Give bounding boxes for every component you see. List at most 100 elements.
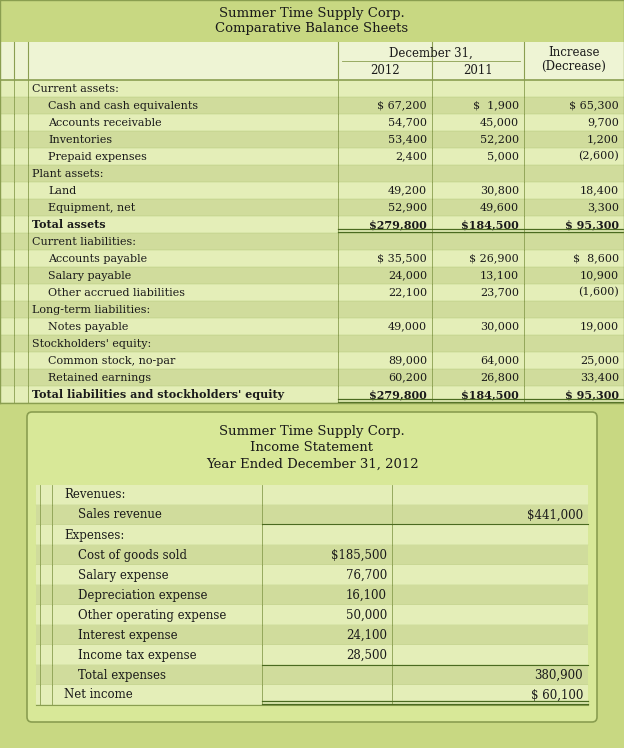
- Text: Salary payable: Salary payable: [48, 271, 131, 280]
- Bar: [0, 284, 624, 301]
- Bar: [36, 685, 588, 705]
- Text: $ 95,300: $ 95,300: [565, 219, 619, 230]
- Text: 9,700: 9,700: [587, 117, 619, 127]
- Text: 22,100: 22,100: [388, 287, 427, 298]
- Text: 54,700: 54,700: [388, 117, 427, 127]
- Bar: [36, 565, 588, 585]
- Bar: [0, 250, 624, 267]
- Text: Revenues:: Revenues:: [64, 488, 125, 501]
- Text: 1,200: 1,200: [587, 135, 619, 144]
- Bar: [0, 233, 624, 250]
- FancyBboxPatch shape: [27, 412, 597, 722]
- Bar: [0, 80, 624, 97]
- Text: Increase: Increase: [548, 46, 600, 58]
- Text: 52,900: 52,900: [388, 203, 427, 212]
- Text: Plant assets:: Plant assets:: [32, 168, 104, 179]
- Text: Comparative Balance Sheets: Comparative Balance Sheets: [215, 22, 409, 34]
- Bar: [36, 585, 588, 605]
- Text: (Decrease): (Decrease): [542, 60, 607, 73]
- Text: 49,600: 49,600: [480, 203, 519, 212]
- Text: Equipment, net: Equipment, net: [48, 203, 135, 212]
- Text: $184,500: $184,500: [461, 389, 519, 400]
- Text: Common stock, no-par: Common stock, no-par: [48, 355, 175, 366]
- Text: 30,000: 30,000: [480, 322, 519, 331]
- Text: Land: Land: [48, 186, 76, 195]
- Text: $184,500: $184,500: [461, 219, 519, 230]
- Text: 2011: 2011: [463, 64, 493, 76]
- Text: $279,800: $279,800: [369, 389, 427, 400]
- Text: Total assets: Total assets: [32, 219, 105, 230]
- Text: $185,500: $185,500: [331, 548, 387, 562]
- Text: 76,700: 76,700: [346, 568, 387, 581]
- Text: 3,300: 3,300: [587, 203, 619, 212]
- Text: 18,400: 18,400: [580, 186, 619, 195]
- Text: 23,700: 23,700: [480, 287, 519, 298]
- Text: Other operating expense: Other operating expense: [78, 609, 227, 622]
- Text: Stockholders' equity:: Stockholders' equity:: [32, 339, 151, 349]
- Text: $ 95,300: $ 95,300: [565, 389, 619, 400]
- Bar: [36, 665, 588, 685]
- Bar: [0, 182, 624, 199]
- Text: 13,100: 13,100: [480, 271, 519, 280]
- Text: 89,000: 89,000: [388, 355, 427, 366]
- Bar: [36, 645, 588, 665]
- Text: Current liabilities:: Current liabilities:: [32, 236, 136, 247]
- Text: 28,500: 28,500: [346, 649, 387, 661]
- Text: $279,800: $279,800: [369, 219, 427, 230]
- Text: Accounts receivable: Accounts receivable: [48, 117, 162, 127]
- Bar: [0, 97, 624, 114]
- Text: 24,000: 24,000: [388, 271, 427, 280]
- Bar: [36, 625, 588, 645]
- Text: Current assets:: Current assets:: [32, 84, 119, 94]
- Text: Long-term liabilities:: Long-term liabilities:: [32, 304, 150, 314]
- Text: Net income: Net income: [64, 688, 133, 702]
- Bar: [0, 301, 624, 318]
- Bar: [36, 545, 588, 565]
- Text: 26,800: 26,800: [480, 373, 519, 382]
- Text: 5,000: 5,000: [487, 152, 519, 162]
- Text: (1,600): (1,600): [578, 287, 619, 298]
- Text: Cash and cash equivalents: Cash and cash equivalents: [48, 100, 198, 111]
- Bar: [0, 216, 624, 233]
- Text: $ 65,300: $ 65,300: [569, 100, 619, 111]
- Text: (2,600): (2,600): [578, 151, 619, 162]
- Bar: [0, 335, 624, 352]
- Text: $ 26,900: $ 26,900: [469, 254, 519, 263]
- Text: $441,000: $441,000: [527, 509, 583, 521]
- Text: Expenses:: Expenses:: [64, 529, 124, 542]
- Text: Retained earnings: Retained earnings: [48, 373, 151, 382]
- Text: 16,100: 16,100: [346, 589, 387, 601]
- Bar: [0, 114, 624, 131]
- Bar: [36, 605, 588, 625]
- Text: 24,100: 24,100: [346, 628, 387, 642]
- Text: Accounts payable: Accounts payable: [48, 254, 147, 263]
- Bar: [0, 267, 624, 284]
- Bar: [0, 318, 624, 335]
- Bar: [0, 165, 624, 182]
- Text: Sales revenue: Sales revenue: [78, 509, 162, 521]
- Text: Total expenses: Total expenses: [78, 669, 166, 681]
- Text: 25,000: 25,000: [580, 355, 619, 366]
- Bar: [0, 131, 624, 148]
- Bar: [0, 352, 624, 369]
- Text: $  1,900: $ 1,900: [473, 100, 519, 111]
- Text: 49,000: 49,000: [388, 322, 427, 331]
- Text: $  8,600: $ 8,600: [573, 254, 619, 263]
- Bar: [36, 505, 588, 525]
- Text: 380,900: 380,900: [534, 669, 583, 681]
- Text: 10,900: 10,900: [580, 271, 619, 280]
- Text: 2012: 2012: [370, 64, 400, 76]
- Bar: [36, 485, 588, 505]
- Text: 64,000: 64,000: [480, 355, 519, 366]
- Text: December 31,: December 31,: [389, 46, 473, 60]
- Text: Cost of goods sold: Cost of goods sold: [78, 548, 187, 562]
- Text: 52,200: 52,200: [480, 135, 519, 144]
- Bar: [0, 369, 624, 386]
- Text: $ 35,500: $ 35,500: [378, 254, 427, 263]
- Text: Depreciation expense: Depreciation expense: [78, 589, 208, 601]
- Text: Salary expense: Salary expense: [78, 568, 168, 581]
- Text: $ 60,100: $ 60,100: [530, 688, 583, 702]
- Text: Prepaid expenses: Prepaid expenses: [48, 152, 147, 162]
- Text: $ 67,200: $ 67,200: [378, 100, 427, 111]
- Bar: [0, 0, 624, 42]
